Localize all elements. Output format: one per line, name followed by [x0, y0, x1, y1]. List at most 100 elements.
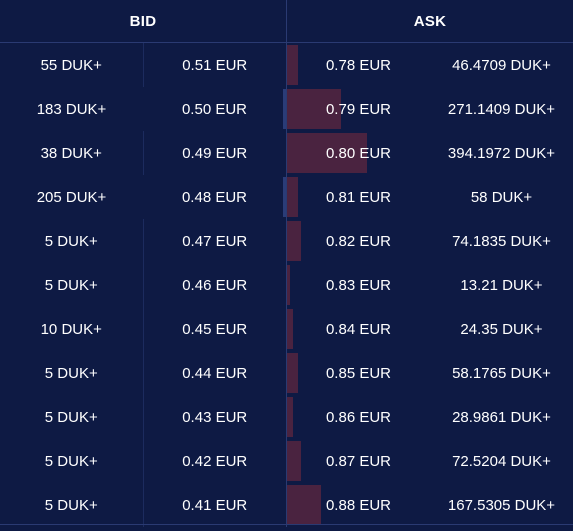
ask-quantity: 13.21 DUK+ [430, 263, 573, 307]
ask-quantity: 167.5305 DUK+ [430, 483, 573, 527]
order-row[interactable]: 205 DUK+ 0.48 EUR 0.81 EUR 58 DUK+ [0, 175, 573, 219]
order-row[interactable]: 55 DUK+ 0.51 EUR 0.78 EUR 46.4709 DUK+ [0, 43, 573, 87]
ask-quantity: 394.1972 DUK+ [430, 131, 573, 175]
ask-side[interactable]: 0.85 EUR 58.1765 DUK+ [287, 351, 573, 395]
bid-price-text: 0.45 EUR [182, 320, 248, 338]
ask-depth-bar [287, 441, 302, 481]
bid-header: BID [0, 0, 287, 42]
bid-depth-bar [283, 177, 286, 217]
bid-price-text: 0.51 EUR [182, 56, 248, 74]
ask-side[interactable]: 0.86 EUR 28.9861 DUK+ [287, 395, 573, 439]
bid-side[interactable]: 5 DUK+ 0.41 EUR [0, 483, 287, 527]
ask-quantity-text: 13.21 DUK+ [460, 276, 543, 294]
ask-price-text: 0.81 EUR [325, 188, 392, 206]
ask-depth-bar [287, 353, 299, 393]
bid-quantity-text: 5 DUK+ [44, 496, 98, 514]
ask-price-text: 0.87 EUR [325, 452, 392, 470]
ask-depth-bar [287, 45, 299, 85]
bid-side[interactable]: 205 DUK+ 0.48 EUR [0, 175, 287, 219]
bid-quantity: 5 DUK+ [0, 395, 144, 439]
ask-quantity-text: 28.9861 DUK+ [452, 408, 551, 426]
bid-price: 0.51 EUR [144, 43, 287, 87]
order-row[interactable]: 38 DUK+ 0.49 EUR 0.80 EUR 394.1972 DUK+ [0, 131, 573, 175]
ask-quantity-text: 271.1409 DUK+ [447, 100, 556, 118]
bid-side[interactable]: 5 DUK+ 0.42 EUR [0, 439, 287, 483]
ask-quantity-text: 72.5204 DUK+ [452, 452, 551, 470]
bid-quantity: 5 DUK+ [0, 351, 144, 395]
order-row[interactable]: 5 DUK+ 0.43 EUR 0.86 EUR 28.9861 DUK+ [0, 395, 573, 439]
bid-side[interactable]: 5 DUK+ 0.47 EUR [0, 219, 287, 263]
ask-side[interactable]: 0.81 EUR 58 DUK+ [287, 175, 573, 219]
ask-price-text: 0.78 EUR [325, 56, 392, 74]
ask-quantity: 74.1835 DUK+ [430, 219, 573, 263]
ask-side[interactable]: 0.78 EUR 46.4709 DUK+ [287, 43, 573, 87]
bid-price-text: 0.41 EUR [182, 496, 248, 514]
bid-quantity-text: 10 DUK+ [40, 320, 102, 338]
bid-price-text: 0.48 EUR [181, 188, 248, 206]
ask-quantity: 271.1409 DUK+ [430, 87, 573, 131]
ask-quantity: 28.9861 DUK+ [430, 395, 573, 439]
ask-side[interactable]: 0.80 EUR 394.1972 DUK+ [287, 131, 573, 175]
bid-quantity: 10 DUK+ [0, 307, 144, 351]
ask-side[interactable]: 0.83 EUR 13.21 DUK+ [287, 263, 573, 307]
ask-depth-bar [287, 221, 302, 261]
order-row[interactable]: 5 DUK+ 0.42 EUR 0.87 EUR 72.5204 DUK+ [0, 439, 573, 483]
ask-price: 0.86 EUR [287, 395, 430, 439]
ask-price: 0.79 EUR [287, 87, 430, 131]
bid-side[interactable]: 38 DUK+ 0.49 EUR [0, 131, 287, 175]
order-row[interactable]: 10 DUK+ 0.45 EUR 0.84 EUR 24.35 DUK+ [0, 307, 573, 351]
bid-price: 0.44 EUR [144, 351, 287, 395]
bottom-divider [0, 524, 573, 525]
bid-quantity: 5 DUK+ [0, 263, 144, 307]
bid-quantity-text: 5 DUK+ [44, 452, 98, 470]
bid-quantity: 55 DUK+ [0, 43, 144, 87]
ask-quantity-text: 394.1972 DUK+ [447, 144, 556, 162]
ask-quantity-text: 46.4709 DUK+ [452, 56, 551, 74]
ask-depth-bar [287, 397, 293, 437]
ask-price-text: 0.86 EUR [325, 408, 392, 426]
ask-price: 0.82 EUR [287, 219, 430, 263]
ask-price-text: 0.80 EUR [325, 144, 392, 162]
bid-depth-bar [283, 89, 286, 129]
order-row[interactable]: 5 DUK+ 0.47 EUR 0.82 EUR 74.1835 DUK+ [0, 219, 573, 263]
ask-side[interactable]: 0.84 EUR 24.35 DUK+ [287, 307, 573, 351]
ask-quantity-text: 58 DUK+ [470, 188, 533, 206]
ask-header: ASK [413, 12, 447, 30]
ask-quantity-text: 74.1835 DUK+ [452, 232, 551, 250]
ask-price: 0.84 EUR [287, 307, 430, 351]
ask-price: 0.87 EUR [287, 439, 430, 483]
ask-price-text: 0.82 EUR [325, 232, 392, 250]
ask-price: 0.81 EUR [287, 175, 430, 219]
bid-side[interactable]: 10 DUK+ 0.45 EUR [0, 307, 287, 351]
ask-price-text: 0.85 EUR [325, 364, 392, 382]
bid-price: 0.48 EUR [143, 175, 286, 219]
ask-price: 0.78 EUR [287, 43, 430, 87]
order-row[interactable]: 5 DUK+ 0.46 EUR 0.83 EUR 13.21 DUK+ [0, 263, 573, 307]
ask-depth-bar [287, 485, 322, 525]
ask-depth-bar [287, 309, 293, 349]
bid-price: 0.49 EUR [144, 131, 287, 175]
bid-quantity-text: 5 DUK+ [44, 408, 98, 426]
ask-price-text: 0.79 EUR [325, 100, 392, 118]
ask-side[interactable]: 0.79 EUR 271.1409 DUK+ [287, 87, 573, 131]
bid-side[interactable]: 5 DUK+ 0.43 EUR [0, 395, 287, 439]
ask-side[interactable]: 0.88 EUR 167.5305 DUK+ [287, 483, 573, 527]
ask-side[interactable]: 0.87 EUR 72.5204 DUK+ [287, 439, 573, 483]
bid-side[interactable]: 55 DUK+ 0.51 EUR [0, 43, 287, 87]
ask-side[interactable]: 0.82 EUR 74.1835 DUK+ [287, 219, 573, 263]
bid-side[interactable]: 5 DUK+ 0.46 EUR [0, 263, 287, 307]
bid-side[interactable]: 183 DUK+ 0.50 EUR [0, 87, 287, 131]
bid-quantity-text: 55 DUK+ [40, 56, 102, 74]
order-row[interactable]: 5 DUK+ 0.44 EUR 0.85 EUR 58.1765 DUK+ [0, 351, 573, 395]
ask-quantity: 72.5204 DUK+ [430, 439, 573, 483]
bid-side[interactable]: 5 DUK+ 0.44 EUR [0, 351, 287, 395]
ask-depth-bar [287, 177, 299, 217]
order-row[interactable]: 5 DUK+ 0.41 EUR 0.88 EUR 167.5305 DUK+ [0, 483, 573, 527]
bid-quantity-text: 5 DUK+ [44, 232, 98, 250]
ask-price-text: 0.88 EUR [325, 496, 392, 514]
ask-price-text: 0.83 EUR [325, 276, 392, 294]
bid-price: 0.50 EUR [143, 87, 286, 131]
ask-quantity-text: 24.35 DUK+ [460, 320, 543, 338]
order-row[interactable]: 183 DUK+ 0.50 EUR 0.79 EUR 271.1409 DUK+ [0, 87, 573, 131]
